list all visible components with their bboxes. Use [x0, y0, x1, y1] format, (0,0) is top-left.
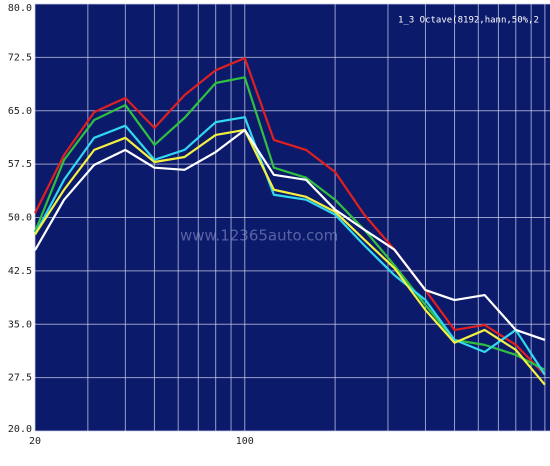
series-line	[34, 128, 546, 341]
series-line	[34, 116, 546, 376]
watermark: www.12365auto.com	[180, 227, 338, 245]
y-tick-label: 35.0	[8, 319, 32, 330]
x-tick-label: 20	[29, 436, 41, 447]
y-tick-label: 80.0	[8, 3, 32, 14]
y-tick-label: 42.5	[8, 266, 32, 277]
y-tick-label: 27.5	[8, 373, 32, 384]
y-tick-label: 72.5	[8, 52, 32, 63]
annotation: 1_3 Octave(8192,hann,50%,2	[398, 16, 539, 26]
y-tick-label: 50.0	[8, 213, 32, 224]
y-tick-label: 57.5	[8, 159, 32, 170]
series-line	[34, 128, 546, 386]
x-tick-label: 100	[236, 436, 254, 447]
y-tick-label: 20.0	[8, 424, 32, 435]
y-tick-label: 65.0	[8, 106, 32, 117]
series-line	[34, 56, 546, 376]
